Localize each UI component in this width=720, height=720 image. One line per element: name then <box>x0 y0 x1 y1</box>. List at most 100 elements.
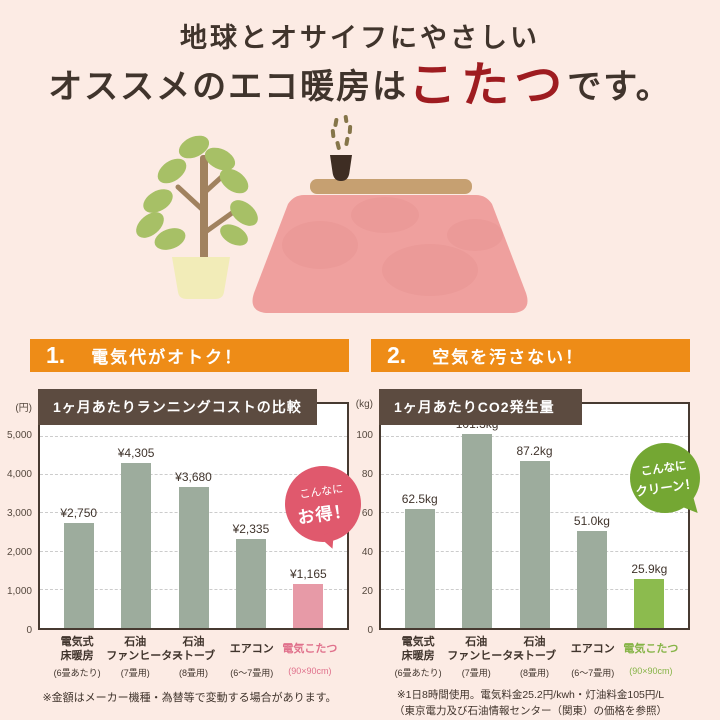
y-axis-tick-label: 80 <box>361 469 373 481</box>
gridline <box>40 435 347 437</box>
cost-chart-plot: ¥2,750 ¥4,305 ¥3,680 ¥2,335 ¥1,165 <box>40 404 347 629</box>
category-name-line: 石油 <box>124 636 147 649</box>
category-name: 石油 ストーブ <box>505 636 563 664</box>
category-name-line: ファンヒーター <box>447 650 525 663</box>
kotatsu-table-top <box>310 179 472 195</box>
y-axis-tick-label: 40 <box>361 547 373 559</box>
category-note: (6畳あたり) <box>53 668 101 679</box>
gridline <box>40 474 347 476</box>
cost-chart-card: 1ヶ月あたりランニングコストの比較 (円) 0 1,000 2,000 3,000 4,0… <box>7 389 361 636</box>
category-label: 電気こたつ (90×90cm) <box>622 636 680 679</box>
kotatsu-blanket <box>252 195 528 314</box>
bar-column: ¥3,680 <box>165 404 222 629</box>
bar <box>178 487 209 629</box>
title-line2-prefix: オススメのエコ暖房は <box>48 69 409 107</box>
category-note: (6畳あたり) <box>394 668 442 679</box>
bars-row: 62.5kg 101.3kg 87.2kg 51.0kg 25.9kg <box>381 404 688 629</box>
category-name: 電気式 床暖房 <box>389 636 447 664</box>
y-axis-tick-label: 1,000 <box>6 586 32 598</box>
category-label: 石油 ストーブ (8畳用) <box>505 636 563 679</box>
category-name: 石油 ファンヒーター <box>447 636 525 664</box>
plant-pot <box>172 257 230 300</box>
bar-column: ¥1,165 <box>280 404 337 629</box>
bar <box>121 463 152 629</box>
cost-chart-x-labels: 電気式 床暖房 (6畳あたり) 石油 ファンヒーター (7畳用) 石油 ストーブ (8畳用) エア… <box>38 630 349 679</box>
bar-column: ¥2,750 <box>50 404 107 629</box>
cost-footnote: ※金額はメーカー機種・為替等で変動する場合があります。 <box>42 692 337 705</box>
panel-co2: 2. 空気を汚さない！ 1ヶ月あたりCO2発生量 (kg) 0 20 40 60 80 10… <box>356 339 709 720</box>
teacup-icon <box>330 155 352 182</box>
title-line1: 地球とオサイフにやさしい <box>180 23 540 53</box>
bar-column: 25.9kg <box>621 404 678 629</box>
bar-column: 87.2kg <box>506 404 563 629</box>
category-note: (90×90cm) <box>629 666 673 677</box>
panel-cost: 1. 電気代がオトク！ 1ヶ月あたりランニングコストの比較 (円) 0 1,000 2… <box>7 339 361 720</box>
bar-value-label: ¥3,680 <box>175 470 212 485</box>
title-line2-suffix: です。 <box>567 69 672 107</box>
y-axis-tick-label: 60 <box>361 508 373 520</box>
y-axis-unit-label: (円) <box>15 403 32 415</box>
cost-chart-y-axis: (円) 0 1,000 2,000 3,000 4,000 5,000 <box>0 402 36 636</box>
category-name: エアコン <box>564 636 622 664</box>
category-label: 石油 ファンヒーター (7畳用) <box>447 636 525 679</box>
gridline <box>381 435 688 437</box>
y-axis-tick-label: 5,000 <box>6 430 32 442</box>
bar-column: ¥4,305 <box>107 404 164 629</box>
bar-value-label: ¥2,750 <box>60 505 98 520</box>
category-label: 電気式 床暖房 (6畳あたり) <box>389 636 447 679</box>
co2-footnote-line1: ※1日8時間使用。電気料金25.2円/kwh・灯油料金105円/L <box>396 689 665 702</box>
y-axis-tick-label: 4,000 <box>6 469 32 481</box>
bar-value-label: 25.9kg <box>631 561 668 576</box>
bar-value-label: ¥1,165 <box>289 566 327 581</box>
illustration <box>0 115 720 327</box>
co2-footnote: ※1日8時間使用。電気料金25.2円/kwh・灯油料金105円/L （東京電力及… <box>371 687 690 720</box>
y-axis-unit-label: (kg) <box>355 399 373 411</box>
category-name-line: 石油 <box>182 636 205 649</box>
co2-chart-x-labels: 電気式 床暖房 (6畳あたり) 石油 ファンヒーター (7畳用) 石油 ストーブ (8畳用) エア… <box>379 630 690 679</box>
category-name-line: 電気式 <box>60 636 94 649</box>
category-name: エアコン <box>223 636 281 664</box>
panels-row: 1. 電気代がオトク！ 1ヶ月あたりランニングコストの比較 (円) 0 1,000 2… <box>0 339 720 720</box>
co2-chart: 1ヶ月あたりCO2発生量 (kg) 0 20 40 60 80 100 62.5kg 101.… <box>356 389 709 679</box>
category-name-line: ストーブ <box>171 650 216 663</box>
bar-value-label: ¥2,335 <box>232 521 270 536</box>
panel-2-header: 2. 空気を汚さない！ <box>371 339 690 373</box>
category-label: 石油 ストーブ (8畳用) <box>164 636 222 679</box>
category-label: 電気こたつ (90×90cm) <box>281 636 339 679</box>
bar-column: 51.0kg <box>563 404 620 629</box>
panel-2-number: 2. <box>387 342 407 369</box>
category-name-line: ファンヒーター <box>106 650 184 663</box>
bar <box>634 578 665 629</box>
plant-illustration <box>136 135 258 300</box>
bar-value-label: 87.2kg <box>516 444 553 459</box>
clean-bubble-text: こんなに クリーン！ <box>632 456 698 500</box>
category-note: (90×90cm) <box>288 666 332 677</box>
bar <box>404 508 435 629</box>
category-label: エアコン (6〜7畳用) <box>564 636 622 679</box>
category-name-line: エアコン <box>570 643 615 656</box>
co2-chart-card: 1ヶ月あたりCO2発生量 (kg) 0 20 40 60 80 100 62.5kg 101.… <box>356 389 709 636</box>
y-axis-tick-label: 3,000 <box>6 508 32 520</box>
category-name-line: 石油 <box>523 636 546 649</box>
y-axis-tick-label: 20 <box>361 586 373 598</box>
y-axis-tick-label: 100 <box>356 430 373 442</box>
category-note: (7畳用) <box>120 668 150 679</box>
steam-icon <box>330 115 353 151</box>
panel-1-title: 電気代がオトク！ <box>91 348 244 368</box>
category-name: 電気式 床暖房 <box>48 636 106 664</box>
category-note: (8畳用) <box>179 668 208 679</box>
category-note: (6〜7畳用) <box>230 668 274 679</box>
bar-column: 62.5kg <box>391 404 448 629</box>
category-name-line: ストーブ <box>512 650 557 663</box>
eco-illustration <box>136 115 528 314</box>
bar-value-label: 62.5kg <box>401 491 438 506</box>
category-name: 石油 ストーブ <box>164 636 222 664</box>
category-label: 石油 ファンヒーター (7畳用) <box>106 636 184 679</box>
bar-value-label: ¥4,305 <box>117 446 155 461</box>
kotatsu-illustration <box>252 115 528 314</box>
bar <box>63 522 94 629</box>
panel-1-number: 1. <box>46 342 66 369</box>
category-name-line: 床暖房 <box>60 650 94 663</box>
co2-chart-plot: 62.5kg 101.3kg 87.2kg 51.0kg 25.9kg <box>381 404 688 629</box>
